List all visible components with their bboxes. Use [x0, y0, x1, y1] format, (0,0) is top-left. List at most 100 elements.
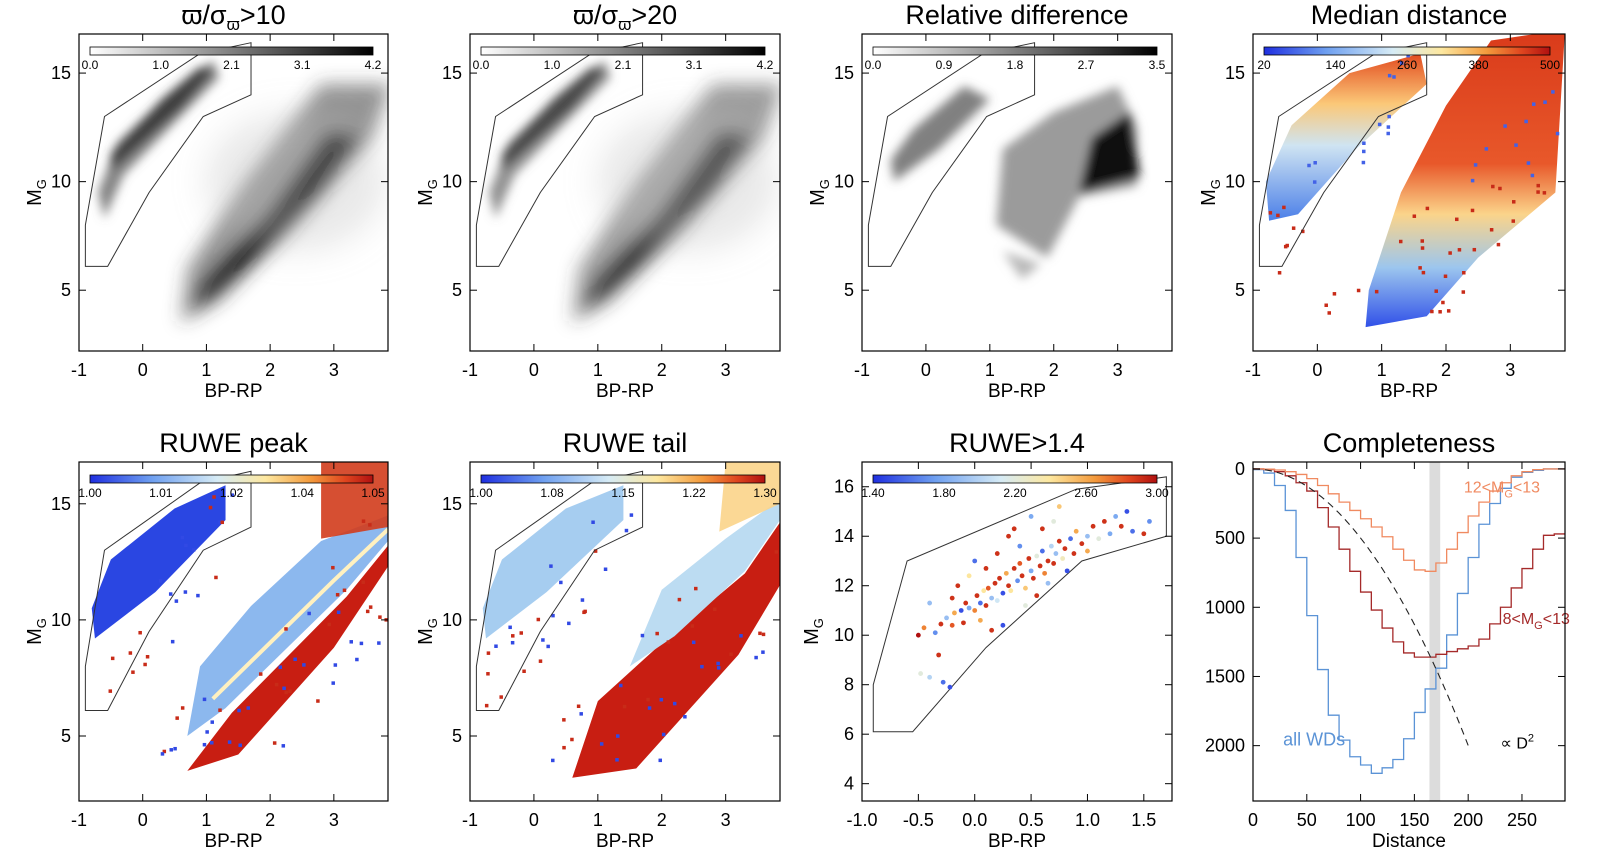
pixel — [1430, 309, 1434, 314]
colorbar-tick-label: 4.2 — [365, 58, 382, 72]
title-main: ϖ/σ — [573, 0, 619, 30]
pixel — [131, 670, 135, 674]
wd-core — [501, 66, 605, 171]
y-label-sub: G — [811, 618, 826, 628]
data-point — [1071, 551, 1077, 556]
pixel — [281, 744, 286, 748]
data-point — [932, 630, 938, 636]
x-tick-label: 0.5 — [1019, 810, 1044, 830]
data-point — [1015, 578, 1020, 584]
colorbar-tick-label: 1.01 — [149, 486, 173, 500]
pixel — [1462, 271, 1466, 275]
pixel — [1392, 75, 1396, 79]
data-point — [994, 598, 1000, 603]
colorbar: 1.00 1.08 1.15 1.22 1.30 — [469, 474, 777, 500]
pixel — [570, 737, 574, 742]
chart-title: Completeness — [1323, 428, 1496, 458]
x-tick-label: 3 — [329, 360, 339, 380]
pixel — [1526, 161, 1531, 165]
colorbar-gradient — [480, 474, 766, 484]
y-label-main: M — [24, 189, 46, 206]
pixel — [603, 567, 608, 572]
data-point — [1000, 590, 1006, 596]
x-axis: -1 0 1 2 3 — [462, 462, 731, 830]
colorbar-gradient — [872, 46, 1158, 56]
x-tick-label: 3 — [329, 810, 339, 830]
pixel — [484, 703, 489, 708]
pixel — [1268, 211, 1273, 215]
plot-frame — [861, 33, 1173, 352]
x-tick-label: -1 — [462, 360, 478, 380]
pixel — [761, 650, 765, 654]
pixel — [1461, 290, 1466, 294]
data-point — [1030, 575, 1036, 581]
relative-difference-map — [890, 86, 1141, 280]
y-tick-label: 10 — [834, 172, 854, 192]
pixel — [1438, 310, 1442, 314]
colorbar-tick-label: 1.8 — [1007, 58, 1024, 72]
colorbar: 1.00 1.01 1.02 1.04 1.05 — [78, 474, 385, 500]
data-point — [966, 573, 972, 579]
ms-halo — [205, 111, 386, 252]
x-tick-label: 0 — [138, 360, 148, 380]
pixel — [593, 549, 598, 553]
wd-selection-polygon — [84, 470, 252, 711]
y-label-sub: G — [817, 179, 832, 189]
x-tick-label: -1 — [71, 810, 87, 830]
pixel — [1324, 303, 1328, 308]
x-tick-label: 100 — [1346, 810, 1376, 830]
data-point — [983, 566, 989, 571]
pixel — [1387, 73, 1392, 78]
pixel — [562, 718, 566, 722]
data-point — [1130, 528, 1135, 534]
lower-red-patch — [321, 462, 388, 539]
colorbar-tick-label: 260 — [1397, 58, 1417, 72]
y-tick-label: 6 — [844, 724, 854, 744]
title-main: ϖ/σ — [181, 0, 227, 30]
pixel — [1361, 160, 1366, 165]
x-tick-label: -1 — [854, 360, 870, 380]
data-point — [1118, 523, 1124, 529]
pixel — [1312, 180, 1317, 184]
pixel — [538, 659, 543, 663]
y-tick-label: 10 — [442, 610, 462, 630]
pixel — [1441, 300, 1445, 305]
data-point — [1101, 518, 1107, 524]
y-axis: 5 10 15 — [51, 494, 388, 746]
x-axis-label: BP-RP — [204, 831, 262, 852]
pixel — [494, 644, 498, 648]
x-tick-label: 50 — [1297, 810, 1317, 830]
data-point — [1056, 504, 1062, 509]
pixel — [361, 580, 365, 584]
label-main: 8<M — [1503, 611, 1535, 628]
data-point — [1068, 536, 1073, 542]
pixel — [1399, 61, 1404, 65]
pixel — [160, 752, 165, 756]
y-tick-label: 5 — [1235, 280, 1245, 300]
data-point — [958, 608, 964, 613]
plot-area — [475, 42, 780, 323]
data-point — [977, 600, 983, 606]
annotation-main: ∝ D — [1500, 735, 1527, 752]
pixel — [327, 622, 332, 627]
y-label-sub: G — [425, 179, 440, 189]
data-point — [1003, 570, 1009, 576]
pixel — [174, 599, 179, 603]
label-tail: <13 — [1513, 479, 1540, 496]
data-point — [963, 600, 969, 606]
colorbar: 0.0 1.0 2.1 3.1 4.2 — [82, 46, 382, 72]
x-tick-label: 2 — [265, 810, 275, 830]
pixel — [1434, 289, 1438, 293]
plot-area — [1258, 34, 1565, 328]
pixel — [1536, 190, 1540, 194]
data-point — [1006, 583, 1011, 589]
x-tick-label: 3 — [721, 360, 731, 380]
pixel — [336, 610, 341, 615]
y-axis: 0 500 1000 1500 2000 — [1205, 459, 1565, 756]
y-tick-label: 10 — [442, 172, 462, 192]
data-point — [1039, 548, 1045, 554]
data-point — [955, 583, 961, 589]
pixel — [365, 609, 370, 614]
data-point — [1011, 526, 1017, 532]
